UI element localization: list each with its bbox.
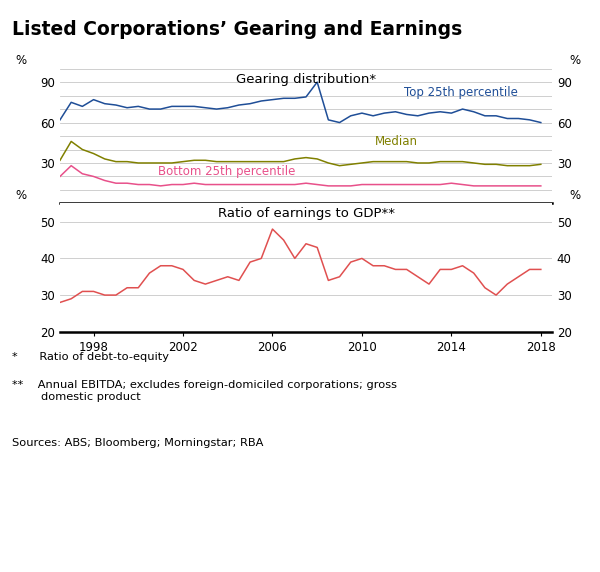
- Text: *      Ratio of debt-to-equity: * Ratio of debt-to-equity: [12, 352, 169, 362]
- Text: %: %: [569, 54, 580, 67]
- Text: Top 25th percentile: Top 25th percentile: [404, 86, 518, 100]
- Text: Ratio of earnings to GDP**: Ratio of earnings to GDP**: [218, 207, 395, 220]
- Text: Median: Median: [375, 135, 418, 148]
- Text: %: %: [16, 54, 27, 67]
- Text: %: %: [16, 189, 27, 202]
- Text: Gearing distribution*: Gearing distribution*: [236, 73, 376, 86]
- Text: Sources: ABS; Bloomberg; Morningstar; RBA: Sources: ABS; Bloomberg; Morningstar; RB…: [12, 438, 263, 447]
- Text: %: %: [569, 189, 580, 202]
- Text: **    Annual EBITDA; excludes foreign-domiciled corporations; gross
        dome: ** Annual EBITDA; excludes foreign-domic…: [12, 380, 397, 402]
- Text: Bottom 25th percentile: Bottom 25th percentile: [158, 165, 296, 177]
- Text: Listed Corporations’ Gearing and Earnings: Listed Corporations’ Gearing and Earning…: [12, 20, 462, 39]
